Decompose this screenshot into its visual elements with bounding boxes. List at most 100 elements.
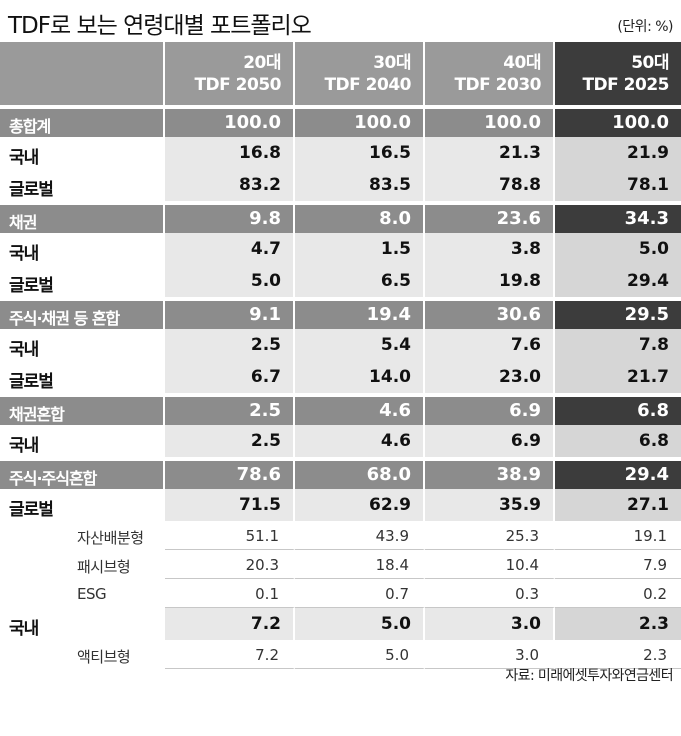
cell-value: 21.3 [499, 143, 541, 163]
table-row-sub: 패시브형 20.3 18.4 10.4 7.9 [0, 550, 681, 579]
row-label-cell: 글로벌 [0, 489, 165, 521]
cell-value: 16.5 [369, 143, 411, 163]
cell-value: 4.7 [250, 239, 281, 259]
cell-value: 5.4 [380, 335, 411, 355]
value-cell: 21.9 [555, 137, 681, 169]
header-age: 50대 [631, 53, 669, 73]
cell-value: 5.0 [638, 239, 669, 259]
value-cell: 9.8 [165, 205, 295, 233]
value-cell: 23.0 [425, 361, 555, 393]
cell-value: 6.9 [510, 431, 541, 451]
row-label-cell: 국내 [0, 233, 165, 265]
value-cell: 78.8 [425, 169, 555, 201]
value-cell: 16.8 [165, 137, 295, 169]
cell-value: 100.0 [224, 112, 281, 133]
row-label-cell: 액티브형 [0, 640, 165, 669]
value-cell: 3.0 [425, 608, 555, 640]
table-row-sum: 채권 9.8 8.0 23.6 34.3 [0, 205, 681, 233]
value-cell: 29.5 [555, 301, 681, 329]
cell-value: 21.7 [627, 367, 669, 387]
value-cell: 16.5 [295, 137, 425, 169]
cell-value: 29.4 [624, 464, 669, 485]
value-cell: 3.8 [425, 233, 555, 265]
header-age: 40대 [503, 53, 541, 73]
cell-value: 3.0 [510, 614, 541, 634]
cell-value: 62.9 [369, 495, 411, 515]
header-corner [0, 42, 165, 105]
row-label-cell: 글로벌 [0, 169, 165, 201]
table-row-sum: 주식·주식혼합 78.6 68.0 38.9 29.4 [0, 461, 681, 489]
value-cell: 5.0 [165, 265, 295, 297]
value-cell: 23.6 [425, 205, 555, 233]
table-body: 총합계 100.0 100.0 100.0 100.0 국내 16.8 16.5 21.3 21.… [0, 109, 681, 669]
row-label: 패시브형 [77, 558, 131, 576]
cell-value: 2.3 [643, 646, 667, 664]
cell-value: 7.6 [510, 335, 541, 355]
row-label-cell: 자산배분형 [0, 521, 165, 550]
cell-value: 34.3 [624, 208, 669, 229]
value-cell: 43.9 [295, 521, 425, 550]
row-label: 주식·채권 등 혼합 [9, 309, 120, 328]
row-label-cell: 글로벌 [0, 265, 165, 297]
cell-value: 19.8 [499, 271, 541, 291]
table-row-det: 국내 16.8 16.5 21.3 21.9 [0, 137, 681, 169]
table-row-det: 글로벌 5.0 6.5 19.8 29.4 [0, 265, 681, 297]
cell-value: 18.4 [375, 556, 409, 574]
cell-value: 7.2 [255, 646, 279, 664]
row-label: 국내 [9, 619, 39, 639]
cell-value: 0.7 [385, 585, 409, 603]
row-label-cell: 채권혼합 [0, 397, 165, 425]
cell-value: 2.5 [250, 431, 281, 451]
cell-value: 83.5 [369, 175, 411, 195]
header-age: 30대 [373, 53, 411, 73]
cell-value: 71.5 [239, 495, 281, 515]
source-note: 자료: 미래에셋투자와연금센터 [505, 668, 673, 684]
cell-value: 7.2 [250, 614, 281, 634]
value-cell: 1.5 [295, 233, 425, 265]
value-cell: 27.1 [555, 489, 681, 521]
value-cell: 29.4 [555, 265, 681, 297]
row-label: 국내 [9, 340, 39, 360]
cell-value: 100.0 [612, 112, 669, 133]
value-cell: 25.3 [425, 521, 555, 550]
page-title: TDF로 보는 연령대별 포트폴리오 [8, 13, 312, 39]
value-cell: 83.2 [165, 169, 295, 201]
value-cell: 7.2 [165, 608, 295, 640]
cell-value: 83.2 [239, 175, 281, 195]
row-label: 글로벌 [9, 372, 54, 392]
unit-label: (단위: %) [617, 19, 673, 35]
value-cell: 38.9 [425, 461, 555, 489]
table-row-det: 국내 2.5 4.6 6.9 6.8 [0, 425, 681, 457]
row-label-cell: 주식·채권 등 혼합 [0, 301, 165, 329]
cell-value: 78.6 [236, 464, 281, 485]
cell-value: 0.1 [255, 585, 279, 603]
cell-value: 6.7 [250, 367, 281, 387]
row-label-cell: ESG [0, 579, 165, 608]
value-cell: 78.6 [165, 461, 295, 489]
cell-value: 8.0 [379, 208, 411, 229]
value-cell: 78.1 [555, 169, 681, 201]
value-cell: 2.5 [165, 397, 295, 425]
row-label: ESG [77, 585, 107, 603]
cell-value: 9.8 [249, 208, 281, 229]
portfolio-table: 20대 TDF 2050 30대 TDF 2040 40대 TDF 2030 50대 T… [0, 42, 681, 669]
value-cell: 2.5 [165, 329, 295, 361]
cell-value: 29.4 [627, 271, 669, 291]
value-cell: 5.0 [555, 233, 681, 265]
value-cell: 4.6 [295, 425, 425, 457]
cell-value: 100.0 [484, 112, 541, 133]
cell-value: 16.8 [239, 143, 281, 163]
value-cell: 21.3 [425, 137, 555, 169]
table-row-sub: 액티브형 7.2 5.0 3.0 2.3 [0, 640, 681, 669]
value-cell: 5.0 [295, 640, 425, 669]
value-cell: 6.7 [165, 361, 295, 393]
table-header: 20대 TDF 2050 30대 TDF 2040 40대 TDF 2030 50대 T… [0, 42, 681, 105]
cell-value: 2.5 [249, 400, 281, 421]
table-row-det: 글로벌 6.7 14.0 23.0 21.7 [0, 361, 681, 393]
value-cell: 21.7 [555, 361, 681, 393]
table-row-det: 국내 2.5 5.4 7.6 7.8 [0, 329, 681, 361]
cell-value: 23.6 [496, 208, 541, 229]
header-fund: TDF 2040 [324, 75, 411, 95]
cell-value: 6.5 [380, 271, 411, 291]
cell-value: 1.5 [380, 239, 411, 259]
